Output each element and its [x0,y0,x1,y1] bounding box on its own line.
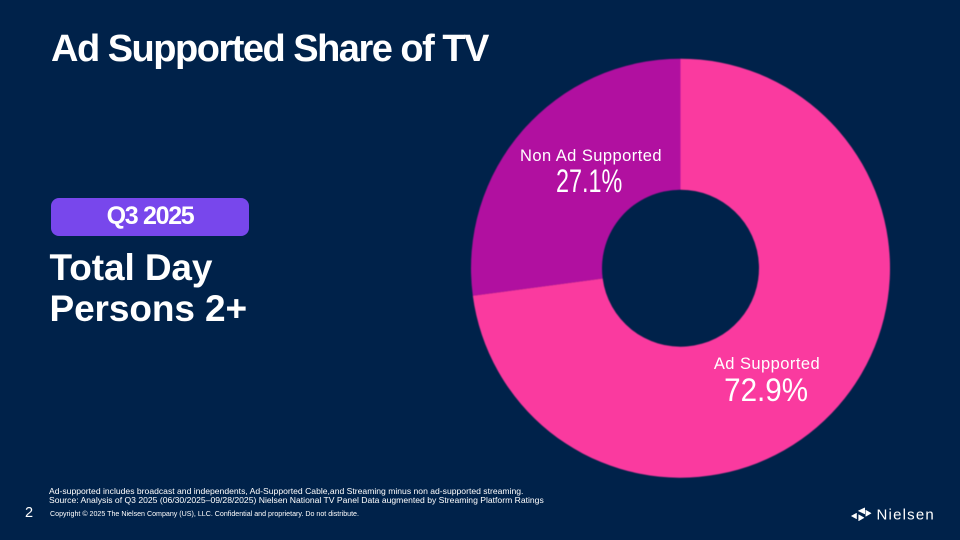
svg-text:Nielsen: Nielsen [877,507,935,524]
